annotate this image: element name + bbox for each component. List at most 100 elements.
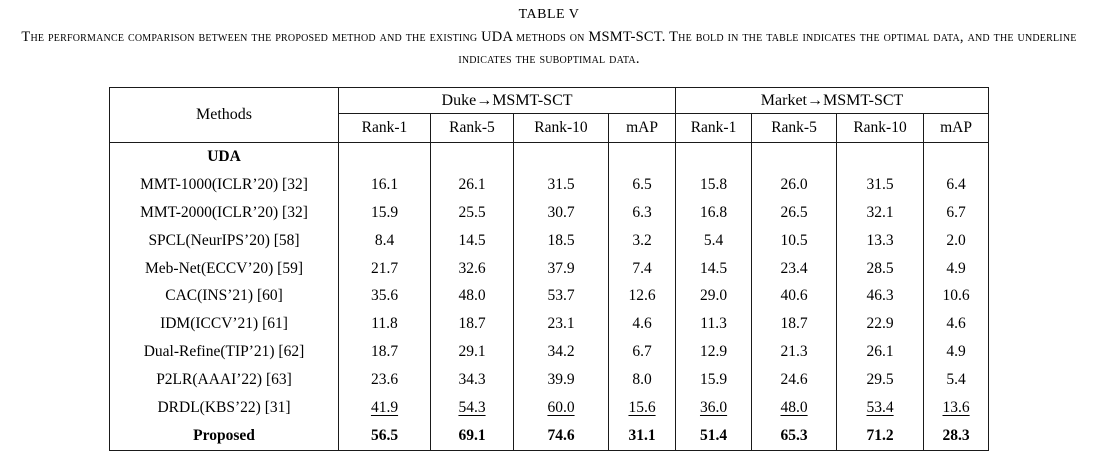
method-name-cell: CAC(INS’21) [60]	[109, 282, 339, 311]
value-cell: 4.9	[923, 254, 990, 283]
table-row: MMT-2000(ICLR’20) [32] 15.9 25.5 30.7 6.3 16.…	[109, 198, 990, 227]
value-cell	[430, 142, 514, 171]
market-map-header: mAP	[923, 113, 990, 143]
method-name-cell: Proposed	[109, 421, 339, 451]
value-cell: 6.7	[923, 198, 990, 227]
value-cell: 6.5	[607, 170, 677, 199]
market-rank10-header: Rank-10	[836, 113, 925, 143]
value-cell: 32.1	[836, 198, 925, 227]
value-cell: 23.1	[513, 310, 609, 339]
market-rank5-header: Rank-5	[751, 113, 838, 143]
value-cell: 11.8	[338, 310, 431, 339]
value-cell: 26.5	[751, 198, 838, 227]
methods-column-header: Methods	[109, 87, 339, 143]
value-cell: 8.0	[607, 366, 677, 395]
value-cell: 13.6	[923, 394, 990, 422]
value-cell: 31.1	[607, 421, 677, 451]
value-cell: 60.0	[513, 394, 609, 422]
value-cell: 10.5	[751, 226, 838, 255]
value-cell: 30.7	[513, 198, 609, 227]
value-cell: 6.7	[607, 338, 677, 367]
value-cell: 29.1	[430, 338, 514, 367]
value-cell: 21.3	[751, 338, 838, 367]
value-cell: 7.4	[607, 254, 677, 283]
duke-group-header: Duke→MSMT-SCT	[337, 87, 677, 114]
value-cell: 14.5	[430, 226, 514, 255]
value-cell: 13.3	[836, 226, 925, 255]
value-cell: 51.4	[675, 421, 753, 451]
value-cell: 25.5	[430, 198, 514, 227]
value-cell: 22.9	[836, 310, 925, 339]
value-cell: 8.4	[338, 226, 431, 255]
value-cell: 4.6	[607, 310, 677, 339]
value-cell: 21.7	[338, 254, 431, 283]
table-caption-text: The performance comparison between the p…	[21, 29, 1077, 67]
value-cell: 5.4	[923, 366, 990, 395]
value-cell: 23.6	[338, 366, 431, 395]
value-cell: 31.5	[513, 170, 609, 199]
table-body: UDA MMT-1000(ICLR’20) [32] 16.1 26.1 31.5 6.5…	[109, 142, 990, 451]
value-cell: 3.2	[607, 226, 677, 255]
value-cell: 4.9	[923, 338, 990, 367]
value-cell: 15.9	[675, 366, 753, 395]
method-name-cell: SPCL(NeurIPS’20) [58]	[109, 226, 339, 255]
value-cell: 6.4	[923, 170, 990, 199]
method-name-cell: P2LR(AAAI’22) [63]	[109, 366, 339, 395]
value-cell: 12.9	[675, 338, 753, 367]
value-cell: 2.0	[923, 226, 990, 255]
method-name-cell: Dual-Refine(TIP’21) [62]	[109, 338, 339, 367]
duke-rank1-header: Rank-1	[338, 113, 431, 143]
header-group-row: Methods Duke→MSMT-SCT Market→MSMT-SCT	[109, 87, 990, 143]
duke-rank5-header: Rank-5	[430, 113, 514, 143]
value-cell: 34.3	[430, 366, 514, 395]
value-cell: 26.1	[836, 338, 925, 367]
method-name-cell: DRDL(KBS’22) [31]	[109, 394, 339, 422]
table-row: Proposed 56.5 69.1 74.6 31.1 51.4 65.3 71.2 28.3	[109, 421, 990, 451]
value-cell: 16.8	[675, 198, 753, 227]
method-name-cell: IDM(ICCV’21) [61]	[109, 310, 339, 339]
value-cell: 11.3	[675, 310, 753, 339]
value-cell: 48.0	[751, 394, 838, 422]
value-cell: 31.5	[836, 170, 925, 199]
market-group-header: Market→MSMT-SCT	[675, 87, 990, 114]
value-cell: 26.0	[751, 170, 838, 199]
value-cell: 41.9	[338, 394, 431, 422]
value-cell: 26.1	[430, 170, 514, 199]
value-cell: 15.9	[338, 198, 431, 227]
method-name-cell: MMT-1000(ICLR’20) [32]	[109, 170, 339, 199]
value-cell: 10.6	[923, 282, 990, 311]
value-cell	[513, 142, 609, 171]
method-name-cell: Meb-Net(ECCV’20) [59]	[109, 254, 339, 283]
value-cell: 14.5	[675, 254, 753, 283]
table-number-label: TABLE V	[518, 7, 580, 22]
value-cell: 46.3	[836, 282, 925, 311]
value-cell: 29.0	[675, 282, 753, 311]
value-cell: 37.9	[513, 254, 609, 283]
value-cell: 34.2	[513, 338, 609, 367]
table-caption: TABLE V The performance comparison betwe…	[0, 5, 1098, 70]
value-cell: 36.0	[675, 394, 753, 422]
value-cell: 71.2	[836, 421, 925, 451]
value-cell: 18.7	[751, 310, 838, 339]
value-cell: 35.6	[338, 282, 431, 311]
value-cell: 74.6	[513, 421, 609, 451]
value-cell: 28.5	[836, 254, 925, 283]
value-cell: 48.0	[430, 282, 514, 311]
value-cell: 40.6	[751, 282, 838, 311]
header-sub-row: Rank-1 Rank-5 Rank-10 mAP Rank-1 Rank-5 …	[110, 113, 990, 143]
value-cell: 39.9	[513, 366, 609, 395]
value-cell	[607, 142, 677, 171]
table-row: Dual-Refine(TIP’21) [62] 18.7 29.1 34.2 6.7 1…	[109, 338, 990, 367]
value-cell: 18.7	[430, 310, 514, 339]
value-cell: 4.6	[923, 310, 990, 339]
value-cell	[836, 142, 925, 171]
value-cell: 5.4	[675, 226, 753, 255]
method-name-cell: UDA	[109, 142, 339, 171]
value-cell: 6.3	[607, 198, 677, 227]
table-row: CAC(INS’21) [60] 35.6 48.0 53.7 12.6 29.0 40.6…	[109, 282, 990, 311]
duke-rank10-header: Rank-10	[513, 113, 609, 143]
table-header: Methods Duke→MSMT-SCT Market→MSMT-SCT Ra…	[109, 87, 990, 143]
value-cell	[751, 142, 838, 171]
value-cell: 15.8	[675, 170, 753, 199]
value-cell: 24.6	[751, 366, 838, 395]
